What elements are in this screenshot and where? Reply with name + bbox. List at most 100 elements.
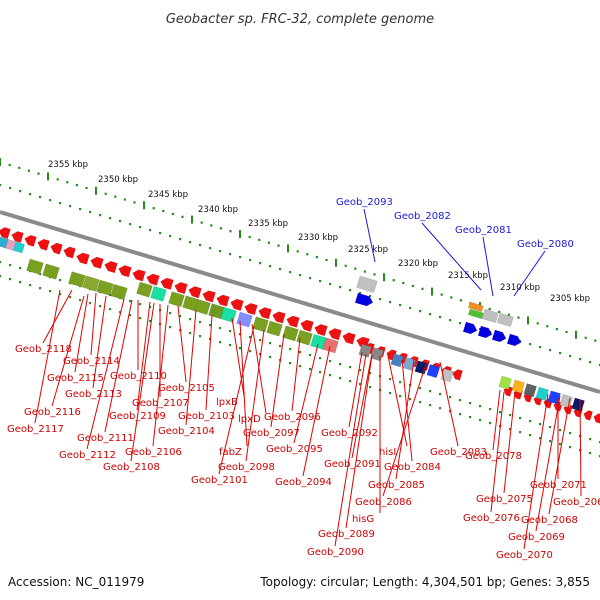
gene-label[interactable]: Geob_2101 xyxy=(191,475,248,486)
forward-gene[interactable] xyxy=(354,292,374,307)
ruler-dot xyxy=(49,199,52,202)
gene-label[interactable]: Geob_2114 xyxy=(63,356,120,367)
reverse-gene[interactable] xyxy=(243,302,258,316)
gene-label[interactable]: Geob_2093 xyxy=(336,197,393,208)
gene-label[interactable]: Geob_2089 xyxy=(318,529,375,540)
gene-label[interactable]: Geob_2118 xyxy=(15,344,72,355)
gene-label[interactable]: Geob_2117 xyxy=(7,424,64,435)
ruler-dot xyxy=(389,392,392,395)
gene-label[interactable]: Geob_2110 xyxy=(110,371,167,382)
reverse-gene[interactable] xyxy=(187,285,202,299)
reverse-gene[interactable] xyxy=(159,277,174,290)
ruler-major-tick xyxy=(431,287,433,296)
gene-label[interactable]: lpxD xyxy=(238,414,261,425)
gene-label[interactable]: Geob_2106 xyxy=(125,447,182,458)
gene-label[interactable]: Geob_2097 xyxy=(243,428,300,439)
reverse-gene[interactable] xyxy=(215,293,230,307)
reverse-gene[interactable] xyxy=(285,314,300,328)
reverse-gene[interactable] xyxy=(201,289,216,303)
reverse-gene[interactable] xyxy=(271,310,286,324)
gene-label[interactable]: Geob_2085 xyxy=(368,480,425,491)
gene-label[interactable]: hisI xyxy=(379,447,396,458)
reverse-gene[interactable] xyxy=(10,230,24,243)
ruler-dot xyxy=(349,366,352,369)
reverse-gene[interactable] xyxy=(299,319,314,332)
gene-label[interactable]: Geob_2113 xyxy=(65,389,122,400)
gene-label[interactable]: Geob_2115 xyxy=(47,373,104,384)
reverse-gene[interactable] xyxy=(62,246,76,259)
reverse-gene[interactable] xyxy=(582,410,593,421)
gene-label[interactable]: Geob_2091 xyxy=(324,459,381,470)
gene-label[interactable]: hisG xyxy=(352,514,374,525)
reverse-gene[interactable] xyxy=(117,264,132,278)
reverse-gene[interactable] xyxy=(36,238,50,251)
ruler-dot xyxy=(171,212,174,216)
forward-gene[interactable] xyxy=(506,333,522,347)
gene-label[interactable]: Geob_2082 xyxy=(394,211,451,222)
gene-label[interactable]: Geob_2069 xyxy=(508,532,565,543)
gene-label[interactable]: Geob_2080 xyxy=(517,239,574,250)
gene-label[interactable]: Geob_2067 xyxy=(553,497,600,508)
gene-arrow-shape xyxy=(50,242,63,255)
gene-label[interactable]: Geob_2081 xyxy=(455,225,512,236)
reverse-gene[interactable] xyxy=(229,298,244,311)
leader-line xyxy=(205,314,213,411)
forward-gene[interactable] xyxy=(477,325,493,339)
reverse-gene[interactable] xyxy=(75,251,90,265)
ruler-dot xyxy=(259,353,262,356)
gene-label[interactable]: Geob_2086 xyxy=(355,497,412,508)
gene-label[interactable]: Geob_2090 xyxy=(307,547,364,558)
gene-label[interactable]: Geob_2098 xyxy=(218,462,275,473)
reverse-gene[interactable] xyxy=(327,327,342,341)
reverse-gene[interactable] xyxy=(173,281,188,295)
gene-label[interactable]: Geob_2068 xyxy=(521,515,578,526)
gene-label[interactable]: Geob_2096 xyxy=(264,412,321,423)
gene-label[interactable]: fabZ xyxy=(219,447,242,458)
ruler-dot xyxy=(79,208,82,211)
gene-label[interactable]: Geob_2111 xyxy=(77,433,134,444)
ruler-major-tick xyxy=(191,215,193,224)
gene-label[interactable]: Geob_2107 xyxy=(132,398,189,409)
gene-label[interactable]: Geob_2104 xyxy=(158,426,215,437)
forward-strand-genes xyxy=(354,292,522,347)
gene-label[interactable]: Geob_2075 xyxy=(476,494,533,505)
gene-label[interactable]: Geob_2095 xyxy=(266,444,323,455)
gene-label[interactable]: Geob_2116 xyxy=(24,407,81,418)
ruler-dot xyxy=(459,322,462,325)
reverse-gene[interactable] xyxy=(257,306,272,320)
gene-label[interactable]: Geob_2071 xyxy=(530,480,587,491)
reverse-gene[interactable] xyxy=(341,331,356,345)
leader-line xyxy=(523,393,549,550)
ruler-dot xyxy=(249,336,252,339)
gene-arrow-shape xyxy=(258,307,272,320)
gene-label[interactable]: Geob_2105 xyxy=(158,383,215,394)
gene-label[interactable]: Geob_2078 xyxy=(465,451,522,462)
reverse-gene[interactable] xyxy=(145,272,160,286)
reverse-gene[interactable] xyxy=(131,268,146,282)
reverse-gene[interactable] xyxy=(0,226,11,240)
leader-line xyxy=(34,289,61,424)
gene-label[interactable]: Geob_2108 xyxy=(103,462,160,473)
reverse-gene[interactable] xyxy=(103,260,118,274)
ruler-major-tick xyxy=(335,258,337,267)
reverse-gene[interactable] xyxy=(592,413,600,424)
forward-gene[interactable] xyxy=(462,321,478,335)
gene-label[interactable]: Geob_2094 xyxy=(275,477,332,488)
gene-label[interactable]: Geob_2103 xyxy=(178,411,235,422)
reverse-gene[interactable] xyxy=(451,368,463,381)
gene-label[interactable]: Geob_2070 xyxy=(496,550,553,561)
reverse-gene[interactable] xyxy=(313,323,328,337)
reverse-gene[interactable] xyxy=(23,234,37,247)
reverse-gene[interactable] xyxy=(89,256,104,269)
gene-label[interactable]: Geob_2092 xyxy=(321,428,378,439)
reverse-gene[interactable] xyxy=(49,242,63,255)
forward-gene[interactable] xyxy=(491,329,507,343)
gene-label[interactable]: Geob_2109 xyxy=(109,411,166,422)
gene-label[interactable]: Geob_2083 xyxy=(430,447,487,458)
gene-label[interactable]: Geob_2076 xyxy=(463,513,520,524)
gene-label[interactable]: lpxB xyxy=(216,397,238,408)
cog-box xyxy=(168,291,185,308)
gene-label[interactable]: Geob_2112 xyxy=(59,450,116,461)
gene-label[interactable]: Geob_2084 xyxy=(384,462,441,473)
